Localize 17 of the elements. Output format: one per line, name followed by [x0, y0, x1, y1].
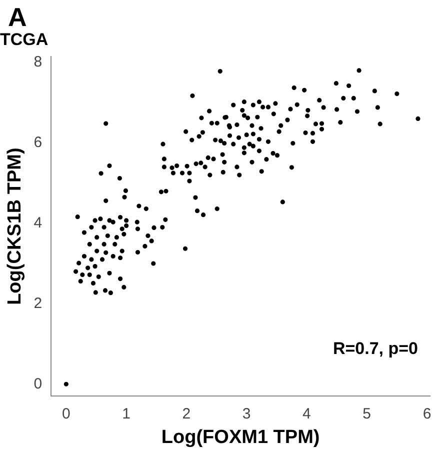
- x-tick-label: 3: [242, 405, 251, 422]
- x-tick-label: 5: [362, 405, 372, 422]
- x-tick-label: 1: [122, 405, 130, 422]
- x-axis-title: Log(FOXM1 TPM): [161, 426, 320, 448]
- y-tick-label: 8: [34, 54, 42, 71]
- x-tick-label: 2: [182, 405, 191, 422]
- annotation: R=0.7, p=0: [332, 339, 418, 358]
- y-tick-label: 2: [34, 294, 42, 312]
- text: A: [8, 2, 27, 32]
- x-tick-label: 0: [62, 405, 70, 422]
- y-tick-label: 6: [34, 134, 42, 151]
- x-tick-label: 4: [302, 405, 311, 422]
- x-tick-label: 6: [422, 405, 432, 422]
- y-tick-label: 0: [34, 375, 42, 392]
- y-axis-title: Log(CKS1B TPM): [4, 148, 26, 305]
- chart-title: TCGA: [0, 30, 48, 49]
- y-tick-label: 4: [34, 214, 42, 232]
